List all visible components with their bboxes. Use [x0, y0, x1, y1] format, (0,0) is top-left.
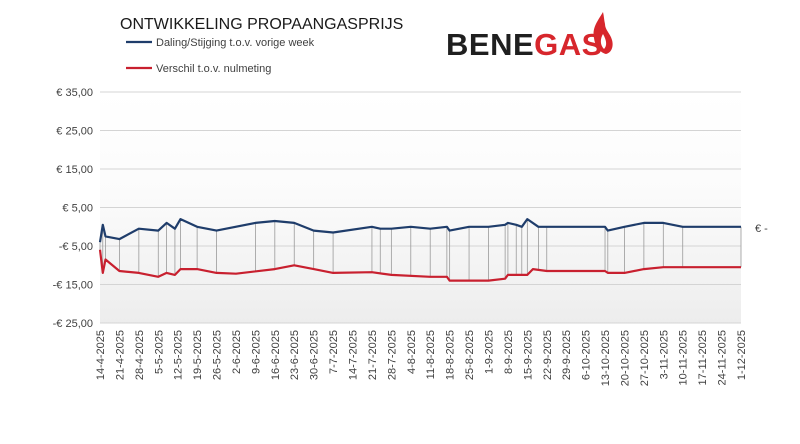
x-tick-label: 26-5-2025	[212, 330, 224, 380]
x-tick-label: 16-6-2025	[270, 330, 282, 380]
x-tick-label: 8-9-2025	[503, 330, 515, 374]
x-tick-label: 7-7-2025	[328, 330, 340, 374]
x-tick-label: 17-11-2025	[697, 330, 709, 385]
x-tick-label: 11-8-2025	[425, 330, 437, 379]
right-zero-label: € -	[755, 223, 768, 235]
grid-layer	[100, 91, 741, 324]
series-layer	[98, 218, 741, 282]
x-tick-label: 22-9-2025	[542, 330, 554, 380]
x-tick-label: 5-5-2025	[153, 330, 165, 374]
series-line-1	[98, 218, 741, 243]
logo-text: BENEGAS	[446, 27, 603, 62]
x-tick-label: 3-11-2025	[658, 330, 670, 379]
x-tick-label: 13-10-2025	[600, 330, 612, 386]
x-tick-label: 1-9-2025	[483, 330, 495, 374]
legend-label-1: Daling/Stijging t.o.v. vorige week	[156, 37, 315, 49]
x-tick-label: 2-6-2025	[231, 330, 243, 374]
x-tick-label: 28-4-2025	[134, 330, 146, 380]
legend: Daling/Stijging t.o.v. vorige week Versc…	[126, 37, 315, 75]
x-tick-label: 20-10-2025	[619, 330, 631, 386]
y-tick-label: -€ 25,00	[53, 318, 93, 330]
x-tick-label: 28-7-2025	[386, 330, 398, 380]
y-tick-label: -€ 15,00	[53, 280, 93, 292]
x-tick-label: 19-5-2025	[192, 330, 204, 380]
logo-text-part-2: GAS	[534, 27, 603, 62]
x-tick-label: 24-11-2025	[717, 330, 729, 385]
x-tick-label: 21-4-2025	[114, 330, 126, 380]
y-tick-label: € 5,00	[62, 203, 93, 215]
x-tick-label: 15-9-2025	[522, 330, 534, 380]
legend-label-2: Verschil t.o.v. nulmeting	[156, 63, 271, 75]
benegas-logo: BENEGAS	[446, 12, 613, 62]
logo-text-part-1: BENE	[446, 27, 534, 62]
x-tick-label: 23-6-2025	[289, 330, 301, 380]
y-tick-label: -€ 5,00	[59, 241, 93, 253]
x-tick-label: 10-11-2025	[678, 330, 690, 385]
y-axis: € 35,00 € 25,00 € 15,00 € 5,00 -€ 5,00 -€ 15,…	[53, 87, 93, 330]
y-tick-label: € 25,00	[56, 126, 93, 138]
x-tick-label: 25-8-2025	[464, 330, 476, 380]
flame-icon	[593, 12, 613, 54]
x-tick-label: 30-6-2025	[309, 330, 321, 380]
y-tick-label: € 15,00	[56, 164, 93, 176]
x-tick-label: 29-9-2025	[561, 330, 573, 380]
x-tick-label: 27-10-2025	[639, 330, 651, 386]
x-tick-label: 21-7-2025	[367, 330, 379, 380]
x-tick-label: 12-5-2025	[173, 330, 185, 380]
x-tick-label: 14-4-2025	[95, 330, 107, 380]
y-tick-label: € 35,00	[56, 87, 93, 99]
x-tick-label: 18-8-2025	[445, 330, 457, 380]
x-tick-label: 1-12-2025	[736, 330, 748, 380]
x-tick-label: 4-8-2025	[406, 330, 418, 374]
series-line-2	[98, 249, 741, 282]
drop-lines	[99, 219, 742, 281]
chart-title: ONTWIKKELING PROPAANGASPRIJS	[120, 16, 403, 33]
x-axis: 14-4-2025 21-4-2025 28-4-2025 5-5-2025 12-5-…	[95, 330, 748, 386]
x-tick-label: 6-10-2025	[581, 330, 593, 380]
x-tick-label: 9-6-2025	[250, 330, 262, 374]
x-tick-label: 14-7-2025	[348, 330, 360, 380]
